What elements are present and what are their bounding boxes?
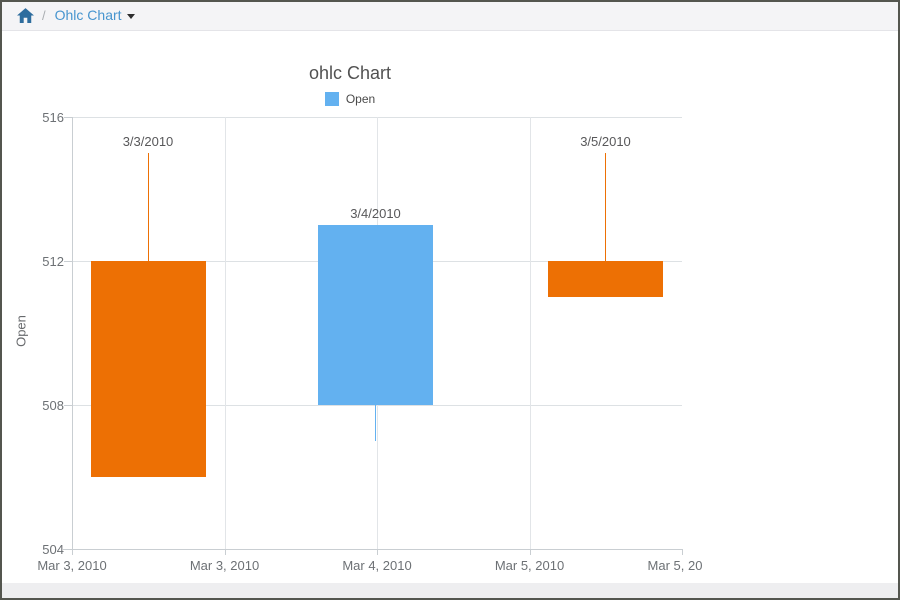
x-axis-tick-label: Mar 3, 2010 [189,558,260,573]
candle-upper-wick [147,153,149,261]
gridline-vertical [529,117,531,549]
chart-legend[interactable]: Open [0,92,700,106]
y-tick-label: 508 [42,398,64,413]
candle-upper-wick [605,153,606,261]
y-tick-mark [64,117,72,118]
breadcrumb: / Ohlc Chart [0,0,900,31]
home-button[interactable] [17,7,34,23]
candle-date-label: 3/5/2010 [580,134,631,149]
x-tick-mark [682,549,683,555]
x-axis-tick-label: Mar 4, 2010 [342,558,412,573]
breadcrumb-current-dropdown[interactable]: Ohlc Chart [55,7,135,23]
y-tick-label: 512 [42,254,64,269]
chevron-down-icon [126,13,135,19]
x-tick-mark [72,549,73,555]
y-axis-line [72,117,73,549]
x-axis-tick-label: Mar 5, 20 [647,558,703,573]
x-tick-mark [529,549,531,555]
gridline-vertical [224,117,226,549]
candle-lower-wick [375,405,376,441]
breadcrumb-current-label: Ohlc Chart [54,7,122,23]
y-axis-title: Open [13,315,29,347]
x-axis-line [63,549,682,550]
x-axis-tick-label: Mar 3, 2010 [37,558,107,573]
y-tick-label: 516 [42,110,64,125]
home-icon [17,7,34,23]
breadcrumb-separator: / [42,7,46,23]
y-tick-mark [64,405,72,406]
candle-body[interactable] [90,261,206,477]
candle-body[interactable] [318,225,433,405]
y-tick-label: 504 [42,542,64,557]
footer-strip [0,583,900,598]
x-axis-tick-label: Mar 5, 2010 [494,558,565,573]
legend-label-open: Open [345,92,376,106]
x-tick-mark [377,549,378,555]
candle-date-label: 3/4/2010 [350,206,401,221]
chart-title: ohlc Chart [308,63,392,83]
y-tick-mark [64,261,72,262]
legend-swatch-open [324,92,339,106]
candle-date-label: 3/3/2010 [122,134,174,149]
candle-body[interactable] [548,261,663,297]
x-tick-mark [224,549,226,555]
